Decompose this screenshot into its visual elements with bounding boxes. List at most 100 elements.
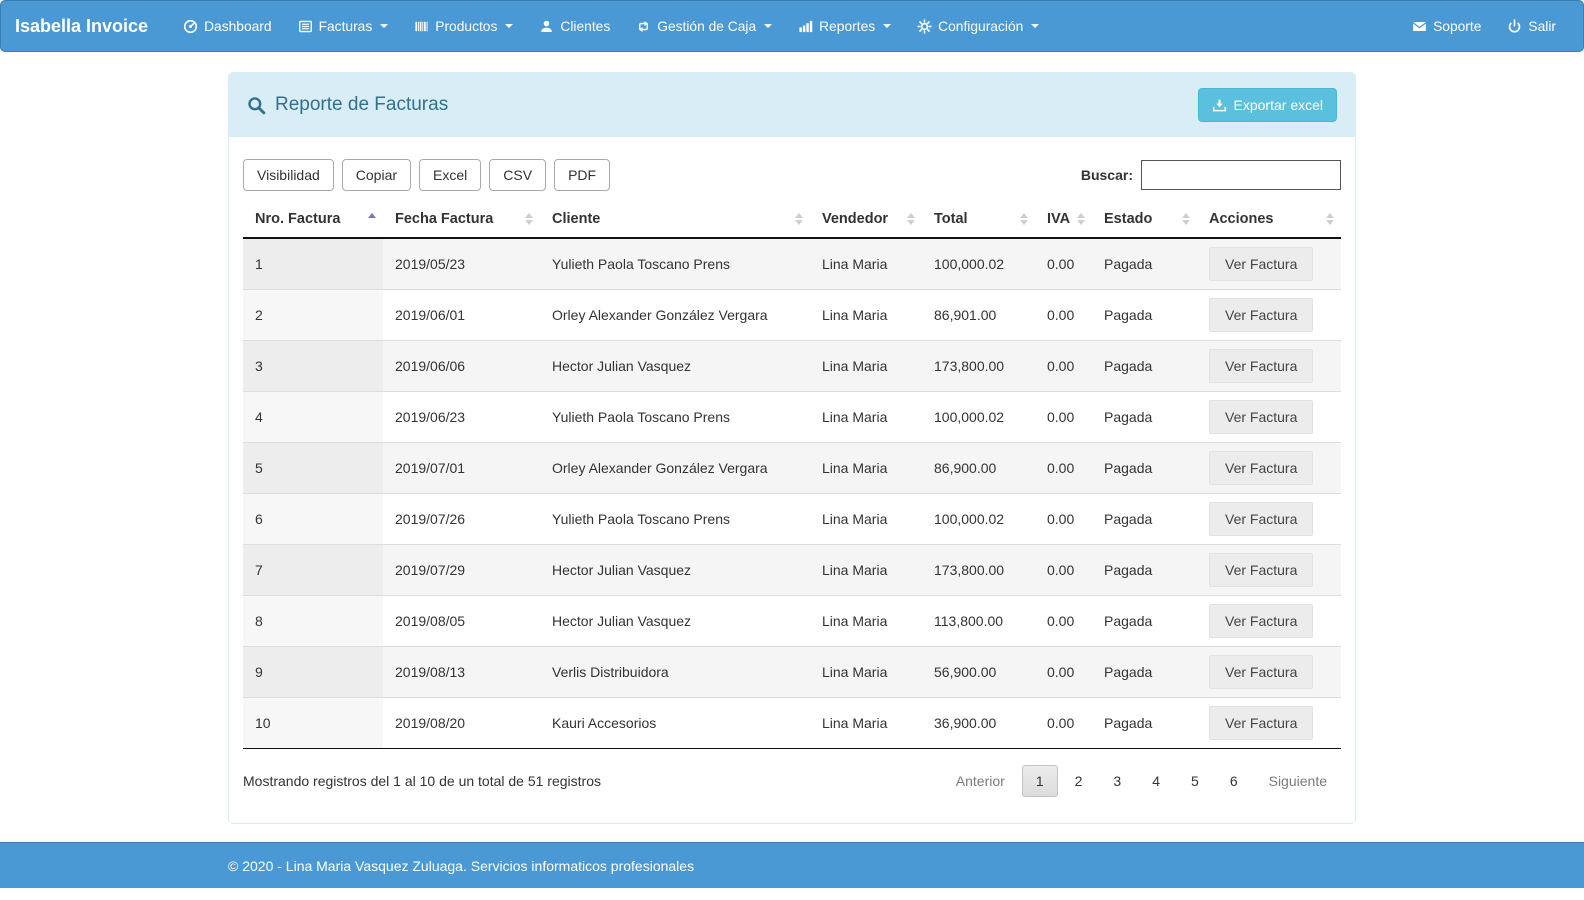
visibilidad-button[interactable]: Visibilidad (243, 159, 334, 191)
cell-cliente: Yulieth Paola Toscano Prens (540, 493, 810, 545)
pagination: Anterior 1 2 3 4 5 6 Siguiente (939, 765, 1341, 797)
cell-vendedor: Lina Maria (810, 289, 922, 341)
export-excel-button[interactable]: Exportar excel (1197, 88, 1337, 122)
table-info: Mostrando registros del 1 al 10 de un to… (243, 773, 601, 789)
pdf-button[interactable]: PDF (554, 159, 611, 191)
cell-fecha-factura: 2019/08/13 (383, 646, 540, 698)
copiar-button[interactable]: Copiar (341, 159, 412, 191)
invoices-table: Nro. Factura Fecha Factura Cliente Vendedor… (243, 201, 1341, 749)
csv-button[interactable]: CSV (489, 159, 547, 191)
cell-nro-factura: 6 (243, 493, 383, 545)
nav-item-reportes[interactable]: Reportes (785, 1, 904, 51)
cell-estado: Pagada (1092, 391, 1197, 443)
ver-factura-button[interactable]: Ver Factura (1209, 502, 1314, 536)
cell-iva: 0.00 (1035, 697, 1092, 749)
cell-acciones: Ver Factura (1197, 442, 1341, 494)
ver-factura-button[interactable]: Ver Factura (1209, 298, 1314, 332)
excel-button[interactable]: Excel (419, 159, 482, 191)
cell-total: 113,800.00 (922, 595, 1035, 647)
cell-nro-factura: 9 (243, 646, 383, 698)
cell-iva: 0.00 (1035, 544, 1092, 596)
pagination-previous[interactable]: Anterior (955, 773, 1005, 789)
column-label: Total (934, 211, 968, 227)
column-header-acciones[interactable]: Acciones (1197, 201, 1341, 239)
copyright-text: © 2020 - Lina Maria Vasquez Zuluaga. Ser… (228, 857, 695, 874)
ver-factura-button[interactable]: Ver Factura (1209, 655, 1314, 689)
nav-item-label: Soporte (1433, 18, 1482, 34)
power-icon (1507, 18, 1522, 34)
pagination-next[interactable]: Siguiente (1268, 773, 1327, 789)
cell-vendedor: Lina Maria (810, 646, 922, 698)
cell-acciones: Ver Factura (1197, 595, 1341, 647)
cell-acciones: Ver Factura (1197, 697, 1341, 749)
cash-transfer-icon (636, 19, 651, 34)
column-header-nro-factura[interactable]: Nro. Factura (243, 201, 383, 239)
pagination-page-5[interactable]: 5 (1191, 773, 1199, 789)
cell-fecha-factura: 2019/05/23 (395, 256, 466, 272)
cell-iva: 0.00 (1035, 595, 1092, 647)
column-header-iva[interactable]: IVA (1035, 201, 1092, 239)
cell-nro-factura: 7 (243, 544, 383, 596)
table-row: 5 2019/07/01 Orley Alexander González Verg… (243, 442, 1341, 494)
nav-item-label: Facturas (318, 18, 373, 34)
app-brand[interactable]: Isabella Invoice (15, 15, 149, 36)
column-header-total[interactable]: Total (922, 201, 1035, 239)
column-label: IVA (1047, 211, 1071, 227)
table-row: 9 2019/08/13 Verlis Distribuidora Lina Mari… (243, 646, 1341, 698)
nav-item-configuracion[interactable]: Configuración (904, 1, 1052, 51)
table-header-row: Nro. Factura Fecha Factura Cliente Vendedor… (243, 201, 1341, 239)
chevron-down-icon (883, 24, 892, 28)
cell-iva: 0.00 (1035, 340, 1092, 392)
pagination-page-1[interactable]: 1 (1021, 765, 1058, 797)
cell-acciones: Ver Factura (1197, 391, 1341, 443)
pagination-page-4[interactable]: 4 (1152, 773, 1161, 789)
sort-arrows-icon (368, 213, 376, 225)
sort-arrows-icon (1020, 213, 1028, 225)
cell-cliente: Verlis Distribuidora (540, 646, 810, 698)
report-panel: Reporte de Facturas Exportar excel Visib… (228, 72, 1356, 824)
navbar-right-menu: Soporte Salir (1399, 1, 1569, 51)
cell-total: 86,901.00 (922, 289, 1035, 341)
sort-arrows-icon (1326, 213, 1334, 225)
barcode-icon (414, 19, 429, 34)
ver-factura-button[interactable]: Ver Factura (1209, 247, 1314, 281)
search-label: Buscar: (1080, 167, 1133, 183)
column-header-vendedor[interactable]: Vendedor (810, 201, 922, 239)
cell-cliente: Yulieth Paola Toscano Prens (552, 256, 730, 272)
ver-factura-button[interactable]: Ver Factura (1209, 706, 1314, 740)
cell-vendedor: Lina Maria (810, 544, 922, 596)
nav-item-gestion-de-caja[interactable]: Gestión de Caja (623, 1, 785, 51)
ver-factura-button[interactable]: Ver Factura (1209, 400, 1314, 434)
pagination-page-2[interactable]: 2 (1074, 773, 1083, 789)
cell-estado: Pagada (1092, 289, 1197, 341)
nav-item-salir[interactable]: Salir (1494, 1, 1569, 51)
download-icon (1212, 98, 1227, 113)
nav-item-productos[interactable]: Productos (401, 1, 526, 51)
ver-factura-button[interactable]: Ver Factura (1209, 604, 1314, 638)
nav-item-clientes[interactable]: Clientes (526, 1, 623, 51)
pagination-page-6[interactable]: 6 (1229, 773, 1238, 789)
column-header-estado[interactable]: Estado (1092, 201, 1197, 239)
nav-item-dashboard[interactable]: Dashboard (170, 1, 285, 51)
column-header-fecha-factura[interactable]: Fecha Factura (383, 201, 540, 239)
chevron-down-icon (505, 24, 514, 28)
ver-factura-button[interactable]: Ver Factura (1209, 349, 1314, 383)
nav-item-label: Configuración (938, 18, 1024, 34)
column-label: Acciones (1209, 211, 1274, 227)
search-input[interactable] (1141, 160, 1341, 190)
page-title: Reporte de Facturas (247, 94, 448, 116)
cell-iva: 0.00 (1035, 493, 1092, 545)
table-row: 6 2019/07/26 Yulieth Paola Toscano Prens Li… (243, 493, 1341, 545)
search-box: Buscar: (1081, 160, 1341, 190)
ver-factura-button[interactable]: Ver Factura (1209, 553, 1314, 587)
nav-item-label: Clientes (560, 18, 611, 34)
cell-fecha-factura: 2019/06/06 (383, 340, 540, 392)
column-header-cliente[interactable]: Cliente (540, 201, 810, 239)
cell-acciones: Ver Factura (1197, 544, 1341, 596)
nav-item-facturas[interactable]: Facturas (285, 1, 402, 51)
cell-total: 86,900.00 (922, 442, 1035, 494)
cell-cliente: Yulieth Paola Toscano Prens (540, 391, 810, 443)
pagination-page-3[interactable]: 3 (1113, 773, 1122, 789)
ver-factura-button[interactable]: Ver Factura (1209, 451, 1314, 485)
nav-item-soporte[interactable]: Soporte (1399, 1, 1494, 51)
